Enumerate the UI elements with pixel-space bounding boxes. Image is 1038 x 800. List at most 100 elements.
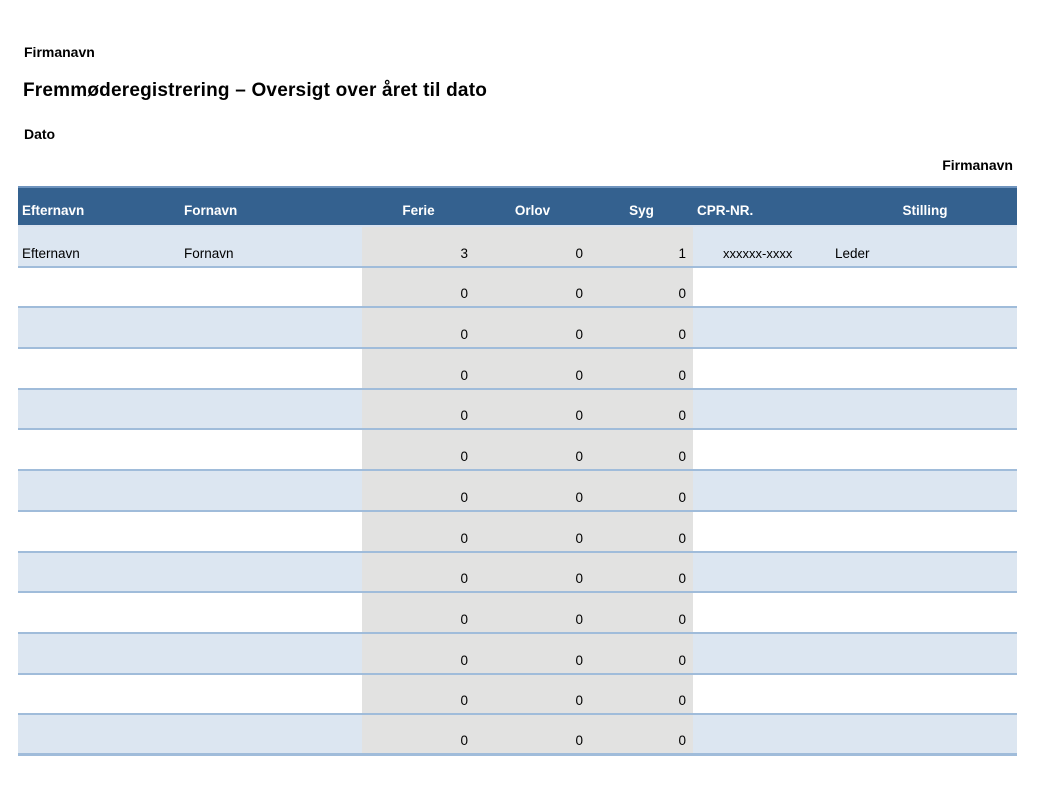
cell-efternavn (18, 593, 180, 632)
cell-stilling (833, 553, 1017, 592)
company-name-right: Firmanavn (942, 157, 1013, 173)
cell-ferie: 0 (362, 593, 475, 632)
cell-ferie: 0 (362, 511, 475, 551)
table-row: 0 0 0 (18, 593, 1017, 634)
cell-fornavn (180, 390, 362, 429)
cell-stilling (833, 308, 1017, 347)
cell-stilling (833, 349, 1017, 388)
cell-efternavn (18, 268, 180, 307)
cell-cpr: xxxxxx-xxxx (723, 245, 793, 261)
cell-efternavn (18, 634, 180, 673)
column-header-efternavn: Efternavn (22, 203, 85, 218)
table-row: 0 0 0 (18, 511, 1017, 553)
cell-fornavn (180, 268, 362, 307)
cell-ferie: 0 (362, 308, 475, 348)
company-name-top: Firmanavn (24, 44, 95, 60)
cell-ferie: 3 (362, 227, 475, 266)
cell-ferie: 0 (362, 715, 475, 753)
cell-ferie: 0 (362, 674, 475, 714)
cell-orlov: 0 (475, 552, 590, 592)
cell-fornavn (180, 553, 362, 592)
table-row: 0 0 0 (18, 552, 1017, 594)
cell-ferie: 0 (362, 389, 475, 429)
cell-efternavn (18, 715, 180, 753)
cell-syg: 0 (590, 308, 693, 348)
table-row: 0 0 0 (18, 349, 1017, 390)
table-row: Efternavn Fornavn 3 0 1 xxxxxx-xxxx Lede… (18, 227, 1017, 268)
table-row: 0 0 0 (18, 389, 1017, 431)
cell-syg: 0 (590, 715, 693, 753)
cell-orlov: 0 (475, 715, 590, 753)
attendance-table: Efternavn Fornavn Ferie Orlov Syg CPR-NR… (18, 186, 1017, 756)
cell-stilling (833, 430, 1017, 469)
cell-efternavn (18, 471, 180, 510)
cell-orlov: 0 (475, 674, 590, 714)
cell-orlov: 0 (475, 593, 590, 632)
cell-stilling (833, 512, 1017, 551)
cell-cpr (693, 512, 833, 551)
cell-ferie: 0 (362, 349, 475, 388)
cell-orlov: 0 (475, 308, 590, 348)
column-header-orlov: Orlov (514, 203, 551, 218)
cell-fornavn (180, 471, 362, 510)
cell-stilling (833, 634, 1017, 673)
cell-ferie: 0 (362, 267, 475, 307)
cell-stilling (833, 675, 1017, 714)
cell-stilling: Leder (835, 245, 870, 261)
cell-orlov: 0 (475, 227, 590, 266)
cell-stilling (833, 471, 1017, 510)
cell-cpr (693, 349, 833, 388)
cell-efternavn (18, 553, 180, 592)
cell-cpr (693, 553, 833, 592)
cell-orlov: 0 (475, 633, 590, 673)
cell-fornavn (180, 715, 362, 753)
cell-orlov: 0 (475, 430, 590, 470)
cell-syg: 0 (590, 674, 693, 714)
cell-orlov: 0 (475, 349, 590, 388)
cell-cpr (693, 430, 833, 469)
cell-fornavn (180, 593, 362, 632)
cell-fornavn (180, 634, 362, 673)
cell-orlov: 0 (475, 389, 590, 429)
cell-cpr (693, 390, 833, 429)
cell-ferie: 0 (362, 471, 475, 510)
cell-stilling (833, 593, 1017, 632)
cell-efternavn (18, 308, 180, 347)
cell-efternavn (18, 675, 180, 714)
cell-cpr (693, 471, 833, 510)
cell-fornavn (180, 349, 362, 388)
cell-syg: 0 (590, 471, 693, 510)
date-label: Dato (24, 126, 56, 142)
cell-fornavn (180, 675, 362, 714)
cell-ferie: 0 (362, 430, 475, 470)
cell-syg: 0 (590, 389, 693, 429)
cell-cpr (693, 634, 833, 673)
cell-stilling (833, 268, 1017, 307)
cell-syg: 1 (590, 227, 693, 266)
table-row: 0 0 0 (18, 267, 1017, 309)
table-header-row: Efternavn Fornavn Ferie Orlov Syg CPR-NR… (18, 186, 1017, 227)
cell-stilling (833, 390, 1017, 429)
cell-orlov: 0 (475, 511, 590, 551)
table-row: 0 0 0 (18, 471, 1017, 512)
column-header-fornavn: Fornavn (184, 203, 238, 218)
cell-syg: 0 (590, 267, 693, 307)
cell-efternavn (18, 349, 180, 388)
cell-fornavn (180, 308, 362, 347)
cell-efternavn (18, 390, 180, 429)
column-header-cpr: CPR-NR. (697, 203, 754, 218)
table-row: 0 0 0 (18, 674, 1017, 716)
cell-efternavn (18, 512, 180, 551)
column-header-stilling: Stilling (902, 203, 948, 218)
table-body: Efternavn Fornavn 3 0 1 xxxxxx-xxxx Lede… (18, 227, 1017, 756)
cell-syg: 0 (590, 511, 693, 551)
cell-syg: 0 (590, 593, 693, 632)
table-row: 0 0 0 (18, 308, 1017, 350)
cell-orlov: 0 (475, 471, 590, 510)
cell-cpr (693, 593, 833, 632)
cell-cpr (693, 675, 833, 714)
cell-syg: 0 (590, 633, 693, 673)
table-row: 0 0 0 (18, 430, 1017, 472)
table-row: 0 0 0 (18, 633, 1017, 675)
cell-syg: 0 (590, 430, 693, 470)
